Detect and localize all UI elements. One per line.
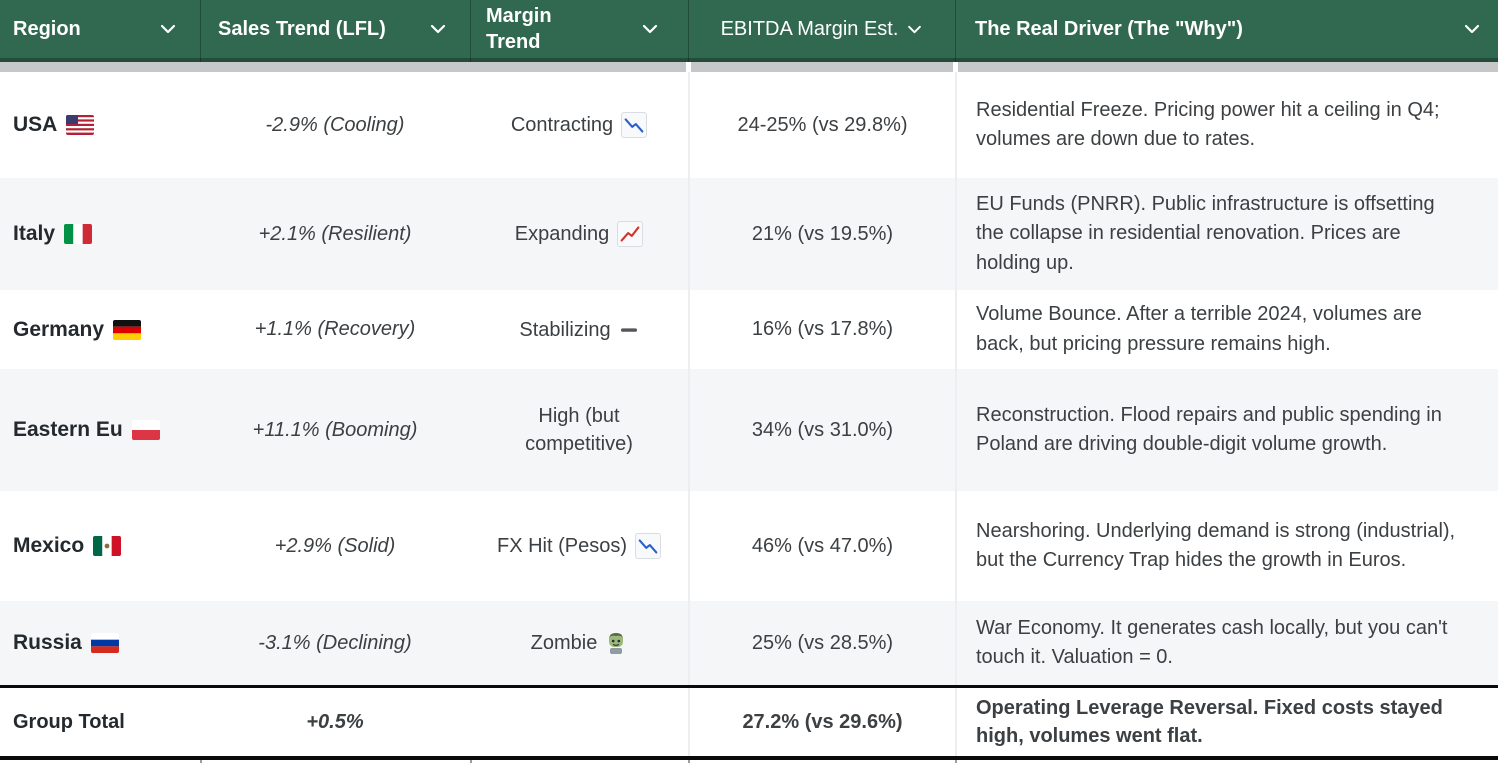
driver-text: Nearshoring. Underlying demand is strong… <box>976 519 1456 572</box>
sales-trend-cell: +2.9% (Solid) <box>274 534 396 557</box>
ebitda-cell: 16% (vs 17.8%) <box>688 290 955 369</box>
russia-flag-icon <box>90 633 119 653</box>
region-cell: Russia <box>0 601 200 685</box>
margin-trend-label: High (but competitive) <box>525 405 633 455</box>
table-row-russia: Russia -3.1% (Declining) Zombie 25% (vs … <box>0 601 1498 685</box>
column-header-margin-trend[interactable]: Margin Trend <box>470 0 688 58</box>
table-row-usa: USA -2.9% (Cooling) Contracting 24-25% (… <box>0 72 1498 178</box>
region-cell: Mexico <box>0 491 200 601</box>
region-cell: Germany <box>0 290 200 369</box>
margin-trend-label: Stabilizing <box>519 318 611 341</box>
column-header-region[interactable]: Region <box>0 0 200 58</box>
column-header-sales-trend[interactable]: Sales Trend (LFL) <box>200 0 470 58</box>
margin-trend-cell: High (but competitive) <box>470 369 688 491</box>
heavy-minus-icon <box>619 320 639 340</box>
separator-gap <box>953 62 958 72</box>
ebitda-cell: 25% (vs 28.5%) <box>688 601 955 685</box>
header-column-divider <box>200 0 201 62</box>
margin-trend-cell: Stabilizing <box>470 290 688 369</box>
separator-gap <box>686 62 691 72</box>
usa-flag-icon <box>66 115 95 135</box>
region-name: Germany <box>13 317 105 341</box>
driver-text: War Economy. It generates cash locally, … <box>976 616 1448 669</box>
margin-trend-cell: FX Hit (Pesos) <box>470 491 688 601</box>
chevron-down-icon[interactable] <box>430 24 446 34</box>
chart-increasing-icon <box>617 221 644 247</box>
column-header-real-driver[interactable]: The Real Driver (The "Why") <box>955 0 1498 58</box>
chevron-down-icon[interactable] <box>907 25 922 34</box>
margin-trend-label: Contracting <box>510 114 614 136</box>
sales-trend-cell: +2.1% (Resilient) <box>258 222 412 245</box>
table-row-italy: Italy +2.1% (Resilient) Expanding 21% (v… <box>0 178 1498 290</box>
germany-flag-icon <box>113 319 142 340</box>
header-column-divider <box>955 0 956 62</box>
ebitda-cell: 34% (vs 31.0%) <box>688 369 955 491</box>
sales-trend-cell: -3.1% (Declining) <box>258 631 412 654</box>
sales-trend-cell: +11.1% (Booming) <box>252 418 418 441</box>
header-column-divider <box>688 0 689 62</box>
region-name: USA <box>13 113 58 136</box>
total-label: Group Total <box>13 710 125 733</box>
region-name: Italy <box>13 222 56 245</box>
region-cell: Group Total <box>0 688 200 756</box>
region-cell: USA <box>0 72 200 178</box>
table-row-mexico: Mexico +2.9% (Solid) FX Hit (Pesos) 46% … <box>0 491 1498 601</box>
margin-trend-cell: Contracting <box>470 72 688 178</box>
region-cell: Italy <box>0 178 200 290</box>
table-row-eastern-eu: Eastern Eu +11.1% (Booming) High (but co… <box>0 369 1498 491</box>
driver-text: Operating Leverage Reversal. Fixed costs… <box>976 697 1443 747</box>
driver-cell: Volume Bounce. After a terrible 2024, vo… <box>955 290 1498 369</box>
margin-trend-cell <box>470 688 688 756</box>
column-header-label: EBITDA Margin Est. <box>720 18 899 40</box>
column-header-label: Region <box>13 18 81 40</box>
driver-text: EU Funds (PNRR). Public infrastructure i… <box>976 192 1435 274</box>
driver-cell: Residential Freeze. Pricing power hit a … <box>955 72 1498 178</box>
chart-decreasing-icon <box>635 533 662 559</box>
margin-trend-label: FX Hit (Pesos) <box>496 535 628 557</box>
ebitda-cell: 46% (vs 47.0%) <box>688 491 955 601</box>
ebitda-cell: 24-25% (vs 29.8%) <box>688 72 955 178</box>
column-header-label: The Real Driver (The "Why") <box>975 18 1243 40</box>
region-name: Eastern Eu <box>13 418 123 441</box>
sales-trend-cell: -2.9% (Cooling) <box>265 113 405 136</box>
chevron-down-icon[interactable] <box>642 24 658 34</box>
ebitda-cell: 27.2% (vs 29.6%) <box>688 688 955 756</box>
column-header-ebitda[interactable]: EBITDA Margin Est. <box>688 0 955 58</box>
chart-decreasing-icon <box>621 112 648 138</box>
ebitda-cell: 21% (vs 19.5%) <box>688 178 955 290</box>
driver-cell: Reconstruction. Flood repairs and public… <box>955 369 1498 491</box>
driver-cell: Nearshoring. Underlying demand is strong… <box>955 491 1498 601</box>
margin-trend-label: Zombie <box>530 632 598 654</box>
margin-trend-cell: Expanding <box>470 178 688 290</box>
zombie-icon <box>605 631 627 655</box>
column-header-label: Sales Trend (LFL) <box>218 18 386 40</box>
table-row-germany: Germany +1.1% (Recovery) Stabilizing 16%… <box>0 290 1498 369</box>
table-row-group-total: Group Total +0.5% 27.2% (vs 29.6%) Opera… <box>0 688 1498 756</box>
region-name: Mexico <box>13 534 85 557</box>
header-column-divider <box>470 0 471 62</box>
table-header-row: Region Sales Trend (LFL) Margin Trend EB… <box>0 0 1498 62</box>
column-header-label: Margin Trend <box>486 5 552 53</box>
chevron-down-icon[interactable] <box>160 24 176 34</box>
driver-text: Reconstruction. Flood repairs and public… <box>976 403 1442 456</box>
driver-cell: War Economy. It generates cash locally, … <box>955 601 1498 685</box>
driver-text: Residential Freeze. Pricing power hit a … <box>976 98 1440 151</box>
region-cell: Eastern Eu <box>0 369 200 491</box>
driver-cell: Operating Leverage Reversal. Fixed costs… <box>955 688 1498 756</box>
mexico-flag-icon <box>93 536 122 556</box>
total-row-top-border <box>0 685 1498 688</box>
sales-trend-cell: +0.5% <box>306 710 364 733</box>
margin-trend-cell: Zombie <box>470 601 688 685</box>
poland-flag-icon <box>131 420 160 440</box>
header-separator <box>0 62 1498 72</box>
sales-trend-cell: +1.1% (Recovery) <box>254 318 416 340</box>
margin-trend-label: Expanding <box>514 223 610 245</box>
driver-cell: EU Funds (PNRR). Public infrastructure i… <box>955 178 1498 290</box>
region-name: Russia <box>13 631 82 654</box>
italy-flag-icon <box>64 224 93 244</box>
chevron-down-icon[interactable] <box>1464 24 1480 34</box>
driver-text: Volume Bounce. After a terrible 2024, vo… <box>976 303 1422 355</box>
